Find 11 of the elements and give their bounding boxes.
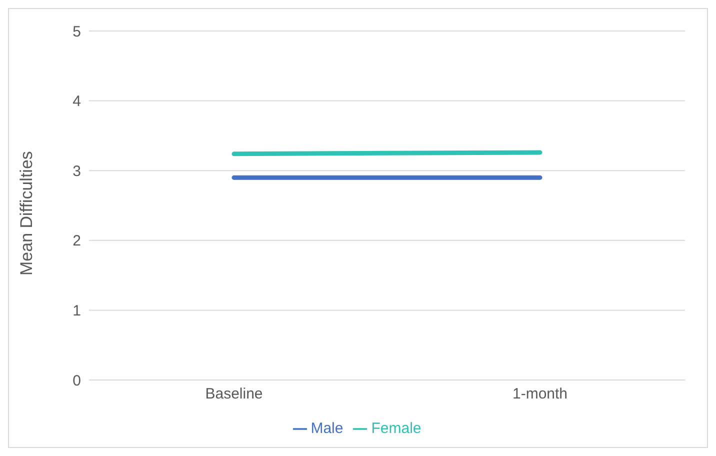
legend-label: Male <box>310 420 344 437</box>
y-tick-label: 5 <box>72 23 81 40</box>
y-tick-label: 1 <box>72 302 81 320</box>
x-tick-label: 1-month <box>512 386 568 403</box>
y-tick-label: 0 <box>72 372 81 390</box>
y-axis-title: Mean Difficulties <box>17 151 36 276</box>
y-tick-label: 4 <box>72 93 81 110</box>
legend-label: Female <box>371 420 422 437</box>
x-tick-label: Baseline <box>205 386 263 403</box>
y-tick-label: 2 <box>72 232 81 250</box>
y-tick-label: 3 <box>72 162 81 180</box>
